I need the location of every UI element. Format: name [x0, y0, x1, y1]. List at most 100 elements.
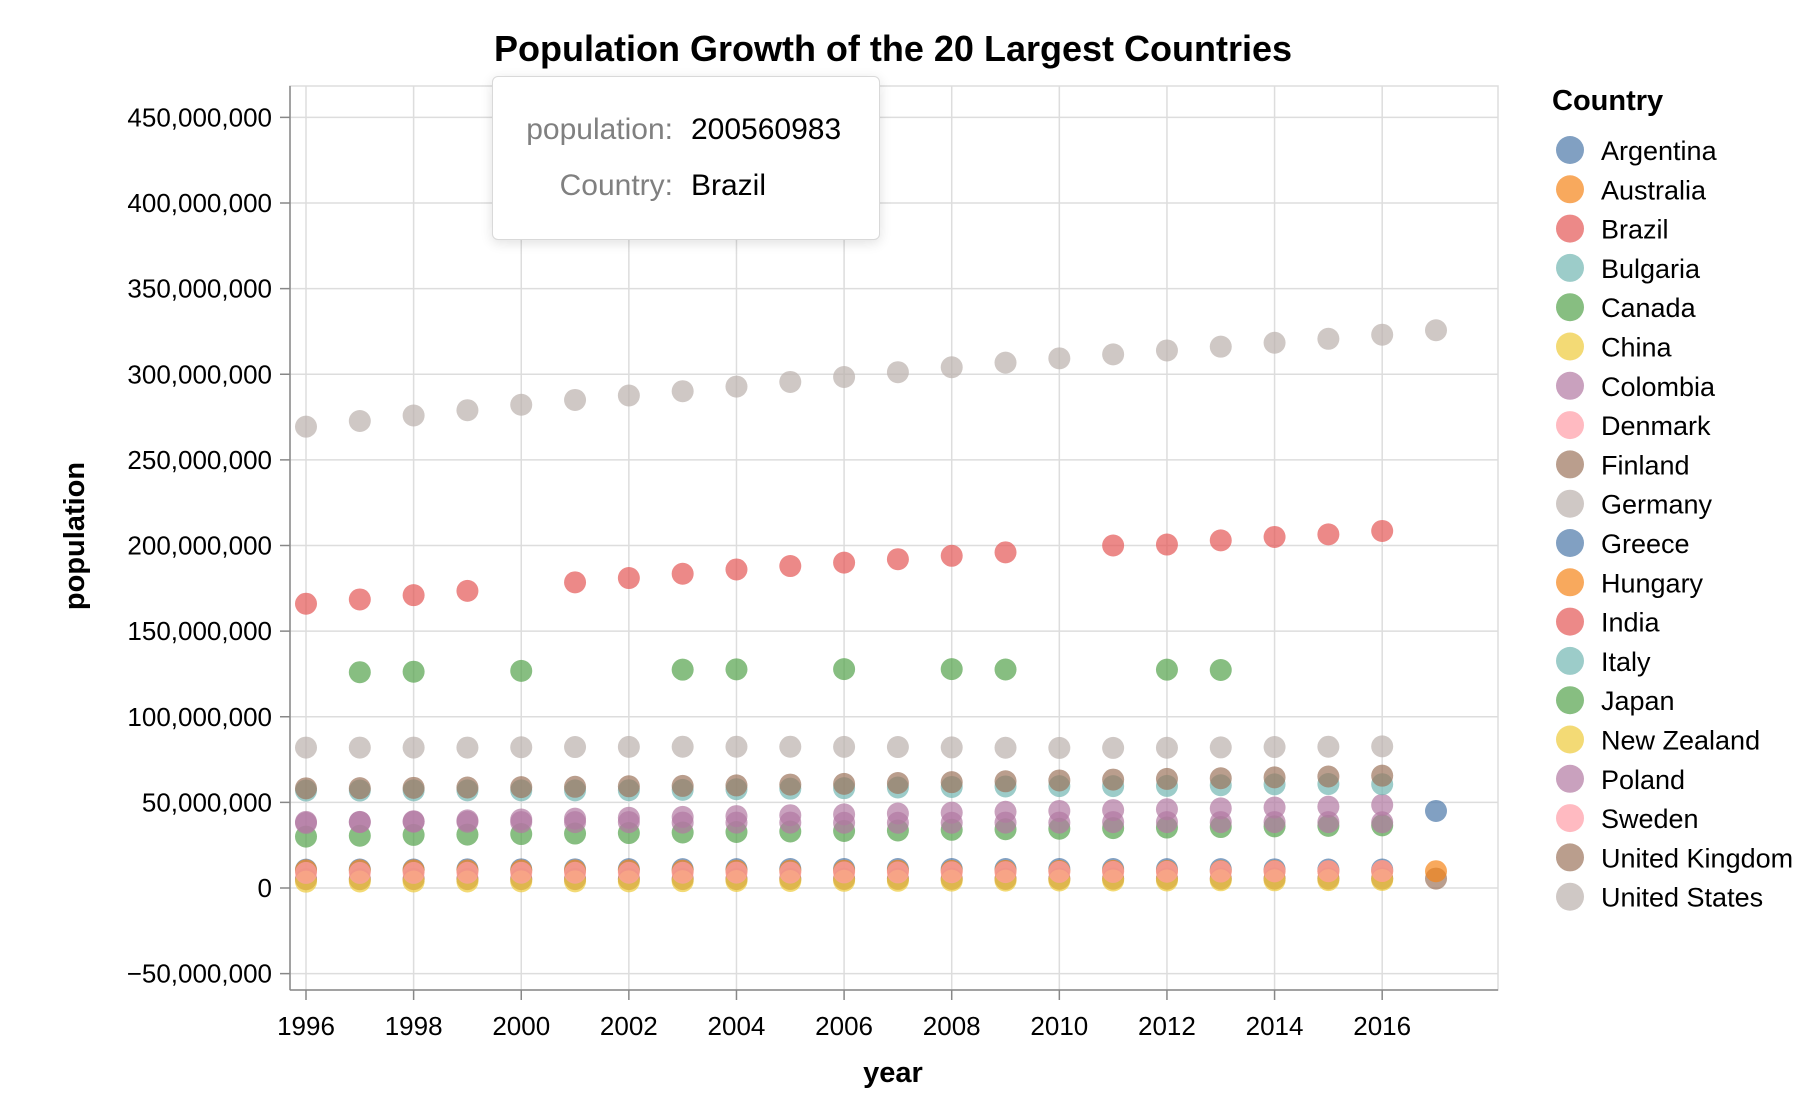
point-germany[interactable]: [779, 735, 802, 758]
point-poland[interactable]: [1048, 811, 1071, 834]
point-poland[interactable]: [348, 810, 371, 833]
point-sweden[interactable]: [1263, 860, 1286, 883]
point-united-kingdom[interactable]: [671, 774, 694, 797]
point-hungary[interactable]: [1425, 860, 1447, 883]
point-united-states[interactable]: [1102, 343, 1125, 366]
point-sweden[interactable]: [617, 861, 640, 884]
point-sweden[interactable]: [1317, 860, 1340, 883]
point-poland[interactable]: [671, 811, 694, 834]
point-sweden[interactable]: [833, 861, 856, 884]
point-brazil[interactable]: [1155, 533, 1178, 556]
point-germany[interactable]: [510, 736, 533, 759]
point-germany[interactable]: [1371, 735, 1394, 758]
point-germany[interactable]: [402, 736, 425, 759]
point-brazil[interactable]: [617, 567, 640, 590]
point-poland[interactable]: [1317, 811, 1340, 834]
point-brazil[interactable]: [348, 588, 371, 611]
point-sweden[interactable]: [402, 861, 425, 884]
point-sweden[interactable]: [564, 861, 587, 884]
point-sweden[interactable]: [456, 861, 479, 884]
point-poland[interactable]: [1371, 811, 1394, 834]
point-united-states[interactable]: [994, 351, 1017, 374]
point-united-states[interactable]: [886, 361, 909, 384]
point-united-states[interactable]: [1425, 319, 1447, 342]
point-germany[interactable]: [348, 736, 371, 759]
point-sweden[interactable]: [295, 861, 317, 884]
point-brazil[interactable]: [779, 555, 802, 578]
point-united-states[interactable]: [564, 388, 587, 411]
point-united-states[interactable]: [348, 410, 371, 433]
point-united-states[interactable]: [1209, 335, 1232, 358]
point-brazil[interactable]: [886, 548, 909, 571]
point-germany[interactable]: [833, 735, 856, 758]
point-germany[interactable]: [994, 736, 1017, 759]
point-japan[interactable]: [1209, 658, 1232, 681]
point-colombia[interactable]: [1317, 795, 1340, 818]
point-united-kingdom[interactable]: [564, 775, 587, 798]
point-brazil[interactable]: [671, 562, 694, 585]
point-poland[interactable]: [295, 810, 317, 833]
point-sweden[interactable]: [1209, 860, 1232, 883]
point-united-states[interactable]: [617, 384, 640, 407]
point-poland[interactable]: [994, 811, 1017, 834]
point-sweden[interactable]: [1048, 860, 1071, 883]
point-united-states[interactable]: [779, 370, 802, 393]
point-greece[interactable]: [1425, 799, 1447, 822]
point-japan[interactable]: [725, 658, 748, 681]
point-united-kingdom[interactable]: [1371, 764, 1394, 787]
point-united-kingdom[interactable]: [348, 777, 371, 800]
point-united-states[interactable]: [725, 375, 748, 398]
point-japan[interactable]: [994, 658, 1017, 681]
point-united-kingdom[interactable]: [295, 777, 317, 800]
point-brazil[interactable]: [564, 571, 587, 594]
point-poland[interactable]: [456, 810, 479, 833]
point-colombia[interactable]: [1371, 793, 1394, 816]
point-japan[interactable]: [833, 658, 856, 681]
point-united-kingdom[interactable]: [833, 772, 856, 795]
point-united-states[interactable]: [1317, 327, 1340, 350]
point-germany[interactable]: [1102, 736, 1125, 759]
point-germany[interactable]: [671, 735, 694, 758]
point-united-states[interactable]: [510, 393, 533, 416]
point-germany[interactable]: [1317, 735, 1340, 758]
point-germany[interactable]: [617, 735, 640, 758]
point-germany[interactable]: [564, 736, 587, 759]
point-japan[interactable]: [348, 661, 371, 684]
point-united-states[interactable]: [833, 365, 856, 388]
point-united-kingdom[interactable]: [886, 772, 909, 795]
point-sweden[interactable]: [940, 861, 963, 884]
point-united-kingdom[interactable]: [1209, 767, 1232, 790]
point-germany[interactable]: [1155, 736, 1178, 759]
point-united-kingdom[interactable]: [617, 775, 640, 798]
point-united-kingdom[interactable]: [725, 774, 748, 797]
point-brazil[interactable]: [1209, 529, 1232, 552]
point-germany[interactable]: [456, 736, 479, 759]
point-sweden[interactable]: [348, 861, 371, 884]
point-brazil[interactable]: [725, 558, 748, 581]
point-united-states[interactable]: [1048, 347, 1071, 370]
point-brazil[interactable]: [295, 592, 317, 615]
point-poland[interactable]: [1102, 811, 1125, 834]
point-japan[interactable]: [510, 659, 533, 682]
point-united-kingdom[interactable]: [456, 776, 479, 799]
point-germany[interactable]: [725, 735, 748, 758]
point-poland[interactable]: [510, 811, 533, 834]
point-japan[interactable]: [671, 658, 694, 681]
point-poland[interactable]: [1263, 811, 1286, 834]
point-united-states[interactable]: [1155, 339, 1178, 362]
point-brazil[interactable]: [994, 541, 1017, 564]
point-brazil[interactable]: [456, 579, 479, 602]
point-poland[interactable]: [1155, 811, 1178, 834]
point-united-kingdom[interactable]: [1263, 766, 1286, 789]
point-brazil[interactable]: [1317, 523, 1340, 546]
point-united-kingdom[interactable]: [510, 776, 533, 799]
point-brazil[interactable]: [402, 584, 425, 607]
point-germany[interactable]: [295, 736, 317, 759]
point-united-states[interactable]: [295, 415, 317, 438]
point-sweden[interactable]: [1371, 860, 1394, 883]
point-united-states[interactable]: [456, 399, 479, 422]
point-sweden[interactable]: [510, 861, 533, 884]
point-sweden[interactable]: [725, 861, 748, 884]
point-brazil[interactable]: [1371, 519, 1394, 542]
point-united-kingdom[interactable]: [1317, 765, 1340, 788]
